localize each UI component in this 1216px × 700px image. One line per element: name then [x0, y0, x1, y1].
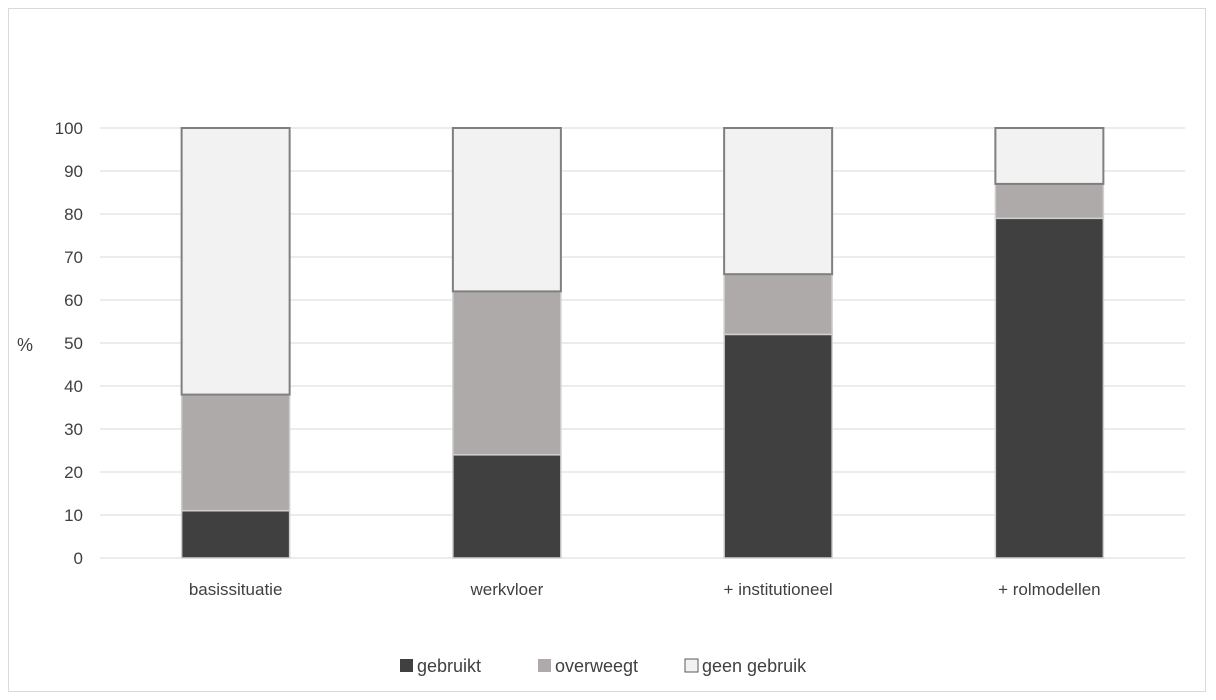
y-tick-label-80: 80	[64, 205, 83, 224]
bar-werkvloer-geen-gebruik	[451, 127, 562, 293]
y-tick-label-90: 90	[64, 162, 83, 181]
y-tick-label-50: 50	[64, 334, 83, 353]
x-tick-label-2: werkvloer	[470, 580, 544, 599]
y-tick-label-30: 30	[64, 420, 83, 439]
bar-institutioneel-gebruikt	[723, 333, 833, 559]
y-tick-label-40: 40	[64, 377, 83, 396]
y-axis-label: %	[17, 335, 33, 355]
bar-basissituatie-geen-gebruik	[180, 127, 291, 396]
y-tick-label-10: 10	[64, 506, 83, 525]
bar-rolmodellen-gebruikt	[994, 217, 1105, 559]
legend-label-overweegt: overweegt	[555, 656, 638, 676]
legend-swatch-overweegt	[538, 659, 551, 672]
bar-institutioneel-overweegt	[723, 273, 833, 336]
y-tick-label-20: 20	[64, 463, 83, 482]
bar-institutioneel-geen-gebruik	[723, 127, 834, 276]
x-tick-label-4: + rolmodellen	[998, 580, 1101, 599]
y-tick-label-100: 100	[55, 119, 83, 138]
bar-rolmodellen-geen-gebruik	[994, 127, 1105, 185]
legend-label-geen-gebruik: geen gebruik	[702, 656, 807, 676]
y-tick-label-0: 0	[74, 549, 83, 568]
bar-werkvloer-gebruikt	[452, 454, 562, 559]
y-tick-label-60: 60	[64, 291, 83, 310]
bar-basissituatie-gebruikt	[180, 509, 291, 559]
x-tick-label-1: basissituatie	[189, 580, 283, 599]
bar-werkvloer-overweegt	[452, 290, 562, 456]
legend-swatch-geen-gebruik	[684, 658, 699, 673]
legend-label-gebruikt: gebruikt	[417, 656, 481, 676]
bar-basissituatie-overweegt	[180, 393, 291, 512]
x-tick-label-3: + institutioneel	[724, 580, 833, 599]
y-tick-label-70: 70	[64, 248, 83, 267]
legend-swatch-gebruikt	[400, 659, 413, 672]
bar-rolmodellen-overweegt	[994, 183, 1105, 220]
